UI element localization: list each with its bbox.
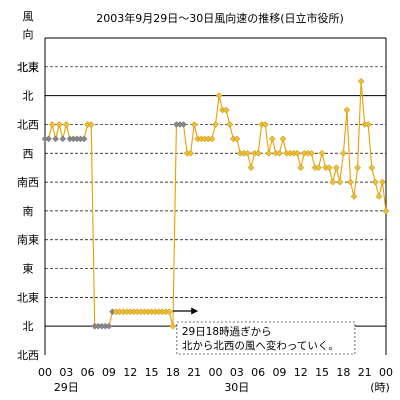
x-tick-label-6: 18 <box>166 366 180 379</box>
x-tick-label-11: 09 <box>272 366 286 379</box>
y-tick-label-10: 北東 <box>17 61 39 74</box>
data-point-84 <box>340 149 347 157</box>
data-point-58 <box>247 164 255 172</box>
y-tick-label-2: 北東 <box>17 291 39 304</box>
series-wind-direction <box>41 77 390 330</box>
chart-title: 2003年9月29日～30日風向速の推移(日立市役所) <box>96 11 344 25</box>
grid-lines <box>45 66 386 327</box>
data-point-35 <box>165 308 173 316</box>
y-tick-label-7: 西 <box>23 147 34 160</box>
data-point-63 <box>265 149 273 157</box>
data-point-82 <box>332 164 340 172</box>
data-point-88 <box>354 164 361 172</box>
data-point-91 <box>364 121 372 128</box>
y-tick-label-6: 南西 <box>17 176 39 189</box>
data-point-93 <box>371 178 379 186</box>
data-point-75 <box>308 149 315 157</box>
data-point-92 <box>368 164 376 172</box>
data-point-57 <box>244 149 251 157</box>
x-tick-label-3: 09 <box>102 366 116 379</box>
data-point-54 <box>233 135 241 143</box>
annotation-arrowhead <box>191 307 199 315</box>
data-point-95 <box>379 178 386 186</box>
data-point-42 <box>190 121 198 128</box>
x-tick-label-9: 03 <box>230 366 244 379</box>
annotation-box <box>176 321 356 355</box>
annotation-line-1: 29日18時過ぎから <box>182 325 272 338</box>
data-point-36 <box>169 322 177 330</box>
x-tick-label-15: 21 <box>358 366 372 379</box>
x-tick-label-12: 12 <box>294 366 308 379</box>
x-tick-label-14: 18 <box>336 366 350 379</box>
x-tick-label-0: 00 <box>38 366 52 379</box>
y-tick-label-9: 北 <box>23 90 34 103</box>
x-tick-label-7: 21 <box>187 366 201 379</box>
x-unit-label: (時) <box>370 381 390 394</box>
x-day-label-0: 29日 <box>54 381 79 394</box>
annotation: 29日18時過ぎから 北から北西の風へ変わっていく。 <box>172 307 356 355</box>
x-tick-label-2: 06 <box>81 366 95 379</box>
x-tick-label-13: 15 <box>315 366 329 379</box>
data-point-77 <box>315 164 322 172</box>
data-point-72 <box>297 164 305 172</box>
data-point-66 <box>276 149 283 157</box>
x-day-label-1: 30日 <box>224 381 249 394</box>
y-axis-title-char-1: 風 <box>23 10 34 23</box>
data-point-41 <box>187 149 194 157</box>
x-tick-label-4: 12 <box>123 366 137 379</box>
y-tick-label-8: 北西 <box>17 118 39 131</box>
data-point-1 <box>45 135 52 143</box>
data-point-3 <box>52 135 60 143</box>
data-point-39 <box>180 121 187 128</box>
x-tick-label-5: 15 <box>145 366 159 379</box>
data-point-60 <box>254 149 262 157</box>
y-axis-title-char-2: 向 <box>23 27 34 41</box>
y-tick-label-5: 南 <box>23 205 34 218</box>
data-point-64 <box>268 135 276 143</box>
data-point-48 <box>212 121 219 128</box>
data-point-85 <box>343 106 351 114</box>
plot-frame <box>44 37 387 355</box>
data-point-67 <box>279 135 287 143</box>
data-point-6 <box>62 121 70 128</box>
data-point-86 <box>347 178 354 186</box>
data-point-96 <box>382 207 390 215</box>
y-tick-label-1: 北 <box>23 320 34 333</box>
data-point-52 <box>226 121 234 128</box>
x-tick-label-10: 06 <box>251 366 265 379</box>
data-point-62 <box>261 121 269 128</box>
data-point-51 <box>222 106 230 114</box>
y-tick-label-3: 東 <box>23 263 34 276</box>
data-point-89 <box>357 77 365 85</box>
data-point-87 <box>350 193 358 200</box>
x-tick-label-1: 03 <box>59 366 73 379</box>
annotation-line-2: 北から北西の風へ変わっていく。 <box>182 339 339 352</box>
data-point-81 <box>329 178 337 186</box>
y-tick-label-10-top: 北東 <box>17 61 39 74</box>
x-tick-label-8: 00 <box>209 366 223 379</box>
data-point-80 <box>325 164 333 172</box>
x-tick-label-16: 00 <box>379 366 393 379</box>
data-point-2 <box>48 121 56 128</box>
data-point-4 <box>55 121 63 128</box>
data-point-5 <box>59 135 67 143</box>
y-tick-label-0: 北西 <box>17 349 39 362</box>
y-tick-label-4: 南東 <box>17 234 39 247</box>
data-point-18 <box>105 322 113 330</box>
data-point-11 <box>80 135 88 143</box>
data-point-13 <box>87 121 95 128</box>
data-point-49 <box>215 92 223 99</box>
data-point-71 <box>293 149 301 157</box>
data-point-78 <box>318 149 326 157</box>
series-line-0 <box>45 81 387 327</box>
data-point-83 <box>336 178 344 186</box>
data-point-47 <box>208 135 216 143</box>
data-point-94 <box>375 193 383 200</box>
